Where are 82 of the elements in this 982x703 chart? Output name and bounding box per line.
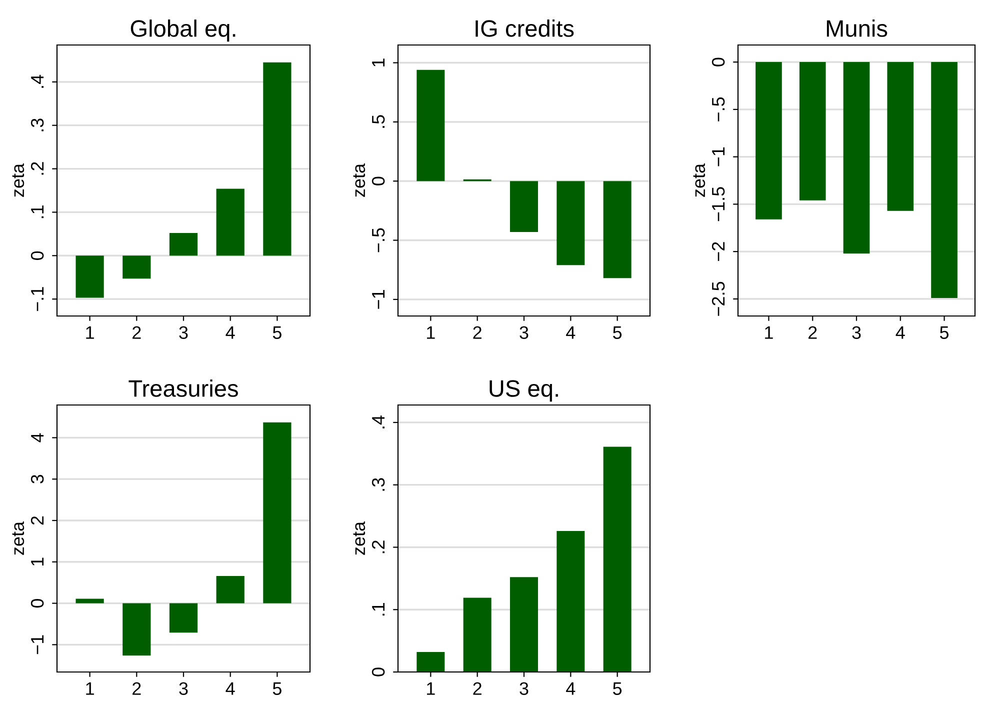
- chart-title: Global eq.: [130, 20, 236, 42]
- y-tick-label: −2: [712, 242, 725, 261]
- x-tick-label: 4: [566, 682, 576, 695]
- x-tick-label: 3: [520, 326, 528, 339]
- chart-title: IG credits: [476, 20, 574, 37]
- y-tick-label: 3: [30, 474, 44, 484]
- x-tick-label: 3: [179, 326, 188, 339]
- y-tick-label: −2.5: [712, 282, 725, 316]
- y-tick-label: −1: [372, 290, 385, 309]
- bar: [510, 577, 538, 672]
- y-tick-label: −.5: [372, 228, 385, 252]
- x-tick-label: 1: [86, 326, 94, 339]
- y-axis-title: zeta: [353, 163, 366, 197]
- x-tick-label: 5: [613, 682, 622, 695]
- x-tick-label: 1: [427, 682, 435, 695]
- bar: [416, 70, 445, 182]
- y-tick-label: 1: [31, 558, 44, 566]
- y-tick-label: 1: [372, 58, 385, 66]
- y-axis-title: zeta: [12, 521, 24, 555]
- y-tick-label: .2: [30, 162, 44, 175]
- y-tick-label: .2: [372, 540, 385, 554]
- chart-title: Munis: [826, 20, 888, 37]
- x-tick-label: 2: [808, 326, 817, 339]
- bar: [603, 181, 632, 278]
- bar: [510, 181, 538, 232]
- x-tick-label: 5: [272, 682, 282, 695]
- bar: [122, 256, 151, 279]
- x-tick-label: 1: [86, 682, 94, 695]
- y-tick-label: −1: [31, 635, 44, 654]
- y-axis-title: zeta: [693, 163, 706, 197]
- y-tick-label: −1.5: [712, 187, 725, 222]
- chart-title: Treasuries: [128, 380, 238, 397]
- x-tick-label: 4: [566, 326, 576, 339]
- y-tick-label: 2: [30, 516, 44, 525]
- bar: [169, 233, 198, 256]
- bar: [556, 181, 585, 266]
- x-tick-label: 2: [132, 682, 141, 695]
- y-tick-label: .5: [372, 115, 385, 128]
- y-axis-title: zeta: [12, 163, 24, 197]
- x-tick-label: 5: [272, 326, 282, 339]
- x-tick-label: 3: [520, 682, 528, 695]
- y-tick-label: 0: [30, 598, 44, 608]
- y-tick-label: −.5: [712, 97, 725, 122]
- bar: [76, 256, 104, 298]
- x-tick-label: 3: [179, 682, 188, 695]
- bar: [76, 598, 104, 604]
- bar: [263, 62, 292, 256]
- x-tick-label: 4: [226, 682, 235, 695]
- x-tick-label: 5: [613, 326, 622, 339]
- x-tick-label: 2: [473, 682, 482, 695]
- y-tick-label: .4: [372, 415, 385, 428]
- y-tick-label: .3: [30, 118, 44, 132]
- x-tick-label: 4: [226, 326, 235, 339]
- bar: [263, 422, 292, 604]
- y-tick-label: 0: [372, 668, 385, 676]
- y-tick-label: .4: [31, 74, 44, 88]
- y-tick-label: 4: [31, 433, 44, 442]
- x-tick-label: 2: [473, 326, 482, 339]
- y-tick-label: 0: [372, 176, 385, 186]
- y-tick-label: .1: [31, 206, 44, 218]
- bar: [169, 603, 198, 633]
- y-tick-label: .1: [372, 602, 385, 616]
- y-tick-label: .3: [372, 478, 385, 491]
- bar: [556, 531, 585, 672]
- bar: [416, 652, 445, 672]
- y-tick-label: −.1: [31, 287, 44, 311]
- bar: [216, 576, 244, 604]
- x-tick-label: 1: [765, 326, 773, 339]
- x-tick-label: 2: [132, 326, 141, 339]
- x-tick-label: 4: [896, 326, 905, 339]
- y-tick-label: 0: [30, 251, 44, 260]
- bar: [603, 446, 632, 672]
- x-tick-label: 3: [852, 326, 861, 339]
- x-tick-label: 5: [940, 326, 949, 339]
- bar: [122, 603, 151, 656]
- y-tick-label: −1: [712, 147, 725, 166]
- chart-title: US eq.: [490, 380, 558, 402]
- bar: [463, 598, 492, 672]
- y-tick-label: 0: [712, 58, 725, 66]
- y-axis-title: zeta: [353, 521, 366, 555]
- bar: [216, 188, 244, 256]
- x-tick-label: 1: [427, 326, 435, 339]
